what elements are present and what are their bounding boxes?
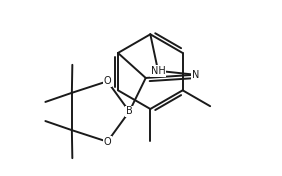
Text: O: O	[103, 137, 111, 147]
Text: NH: NH	[151, 66, 166, 76]
Text: B: B	[126, 106, 133, 117]
Text: N: N	[191, 70, 199, 80]
Text: O: O	[103, 76, 111, 86]
